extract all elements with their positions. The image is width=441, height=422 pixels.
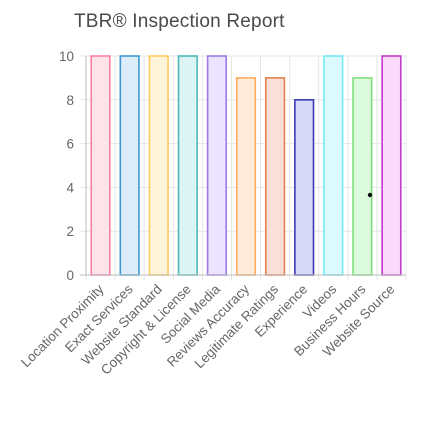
bar-5 xyxy=(206,55,228,276)
y-tick-labels: 0 2 4 6 8 10 xyxy=(59,49,75,283)
bar-10 xyxy=(352,77,373,276)
bar-9 xyxy=(323,55,344,276)
y-tick-label-10: 10 xyxy=(59,49,74,64)
bar-11 xyxy=(381,55,402,276)
y-tick-label-4: 4 xyxy=(66,180,74,195)
y-tick-label-2: 2 xyxy=(66,224,74,239)
y-tick-label-8: 8 xyxy=(66,93,74,108)
bar-1 xyxy=(90,55,111,276)
bar-4 xyxy=(177,55,198,276)
chart-title: TBR® Inspection Report xyxy=(74,11,285,32)
bar-8 xyxy=(294,99,315,276)
bar-7 xyxy=(264,77,286,276)
bar-6 xyxy=(235,77,257,276)
y-tick-label-0: 0 xyxy=(66,268,74,283)
bars xyxy=(90,55,402,276)
axes xyxy=(80,56,406,276)
chart-dot-marker xyxy=(367,192,373,198)
bar-2 xyxy=(119,55,140,276)
bar-3 xyxy=(148,55,169,276)
y-tick-label-6: 6 xyxy=(66,137,74,152)
